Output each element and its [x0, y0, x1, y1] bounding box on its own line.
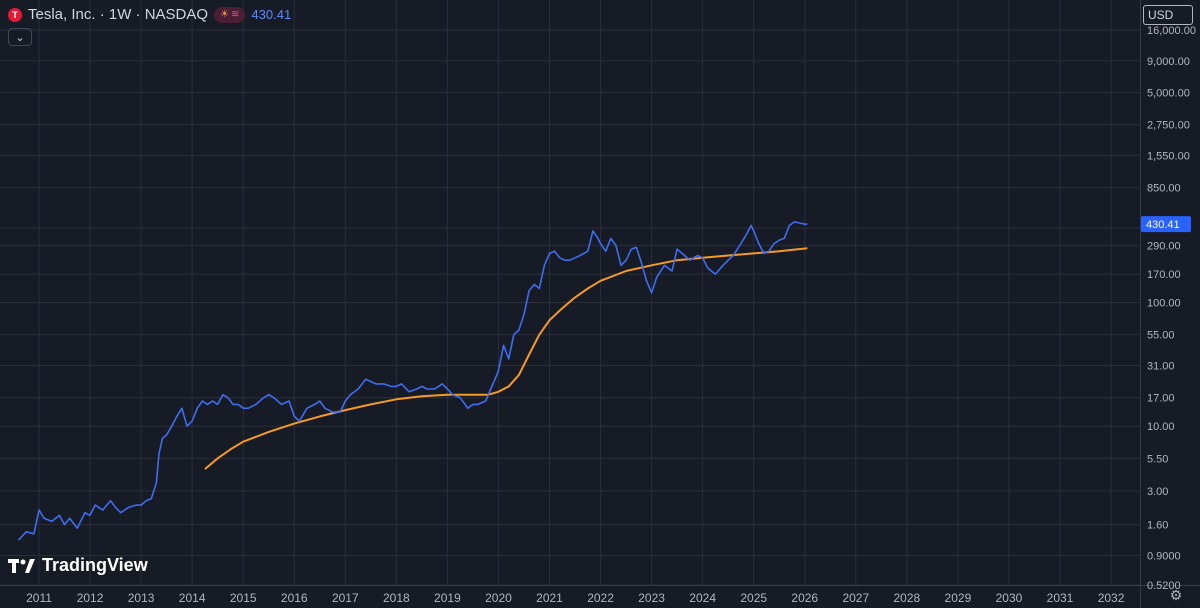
x-tick-label: 2023 — [638, 591, 665, 605]
y-tick-label: 170.00 — [1147, 269, 1181, 281]
y-tick-label: 0.9000 — [1147, 551, 1181, 563]
y-tick-label: 10.00 — [1147, 421, 1175, 433]
y-tick-label: 3.00 — [1147, 486, 1168, 498]
x-axis[interactable]: 2011 2012 2013 2014 2015 2016 2017 2018 2019 2020… — [26, 591, 1125, 605]
settings-gear-icon[interactable]: ⚙ — [1169, 587, 1183, 603]
tradingview-mark-icon — [8, 558, 35, 573]
x-tick-label: 2028 — [893, 591, 920, 605]
x-tick-label: 2025 — [740, 591, 767, 605]
x-tick-label: 2017 — [332, 591, 359, 605]
currency-button[interactable]: USD — [1143, 5, 1193, 25]
x-tick-label: 2013 — [128, 591, 155, 605]
x-tick-label: 2030 — [996, 591, 1023, 605]
y-axis[interactable]: 0.5200 0.9000 1.60 3.00 5.50 10.00 17.00 31.00 5… — [1147, 25, 1196, 592]
x-tick-label: 2018 — [383, 591, 410, 605]
tradingview-logo[interactable]: TradingView — [8, 555, 148, 576]
header-price: 430.41 — [251, 7, 292, 22]
x-tick-label: 2012 — [77, 591, 104, 605]
y-tick-label: 16,000.00 — [1147, 25, 1196, 37]
y-tick-label: 17.00 — [1147, 393, 1175, 405]
last-price-text: 430.41 — [1146, 219, 1180, 231]
y-tick-label: 5.50 — [1147, 453, 1168, 465]
y-tick-label: 31.00 — [1147, 360, 1175, 372]
x-tick-label: 2021 — [536, 591, 563, 605]
y-tick-label: 55.00 — [1147, 330, 1175, 342]
series-layer — [18, 221, 808, 541]
x-tick-label: 2032 — [1098, 591, 1125, 605]
moving-average-line — [204, 247, 808, 470]
y-tick-label: 100.00 — [1147, 298, 1181, 310]
symbol-header[interactable]: T Tesla, Inc. · 1W · NASDAQ ☀ ≋ 430.41 — [8, 6, 291, 23]
y-tick-label: 1.60 — [1147, 520, 1168, 532]
y-tick-label: 0.5200 — [1147, 580, 1181, 592]
symbol-title[interactable]: Tesla, Inc. · 1W · NASDAQ — [28, 6, 209, 23]
tradingview-wordmark: TradingView — [42, 555, 148, 575]
x-tick-label: 2014 — [179, 591, 206, 605]
x-tick-label: 2031 — [1047, 591, 1074, 605]
y-tick-label: 1,550.00 — [1147, 150, 1190, 162]
status-badge[interactable]: ☀ ≋ — [214, 6, 246, 23]
price-line — [18, 221, 808, 541]
tesla-logo-icon: T — [8, 7, 22, 22]
x-tick-label: 2011 — [26, 591, 52, 605]
y-tick-label: 2,750.00 — [1147, 120, 1190, 132]
x-tick-label: 2022 — [587, 591, 614, 605]
x-tick-label: 2026 — [791, 591, 818, 605]
y-tick-label: 9,000.00 — [1147, 56, 1190, 68]
x-tick-label: 2015 — [230, 591, 257, 605]
collapse-legend-button[interactable]: ⌄ — [8, 28, 32, 46]
x-tick-label: 2024 — [689, 591, 716, 605]
last-price-label: 430.41 — [1141, 216, 1191, 233]
y-tick-label: 5,000.00 — [1147, 87, 1190, 99]
x-tick-label: 2019 — [434, 591, 461, 605]
x-tick-label: 2020 — [485, 591, 512, 605]
x-tick-label: 2016 — [281, 591, 308, 605]
chevron-down-icon: ⌄ — [15, 31, 25, 44]
x-tick-label: 2029 — [945, 591, 972, 605]
x-tick-label: 2027 — [842, 591, 869, 605]
y-tick-label: 290.00 — [1147, 240, 1181, 252]
y-tick-label: 850.00 — [1147, 183, 1181, 195]
sun-icon: ☀ — [220, 9, 230, 20]
wave-icon: ≋ — [231, 9, 240, 20]
last-price-box — [1141, 216, 1191, 233]
